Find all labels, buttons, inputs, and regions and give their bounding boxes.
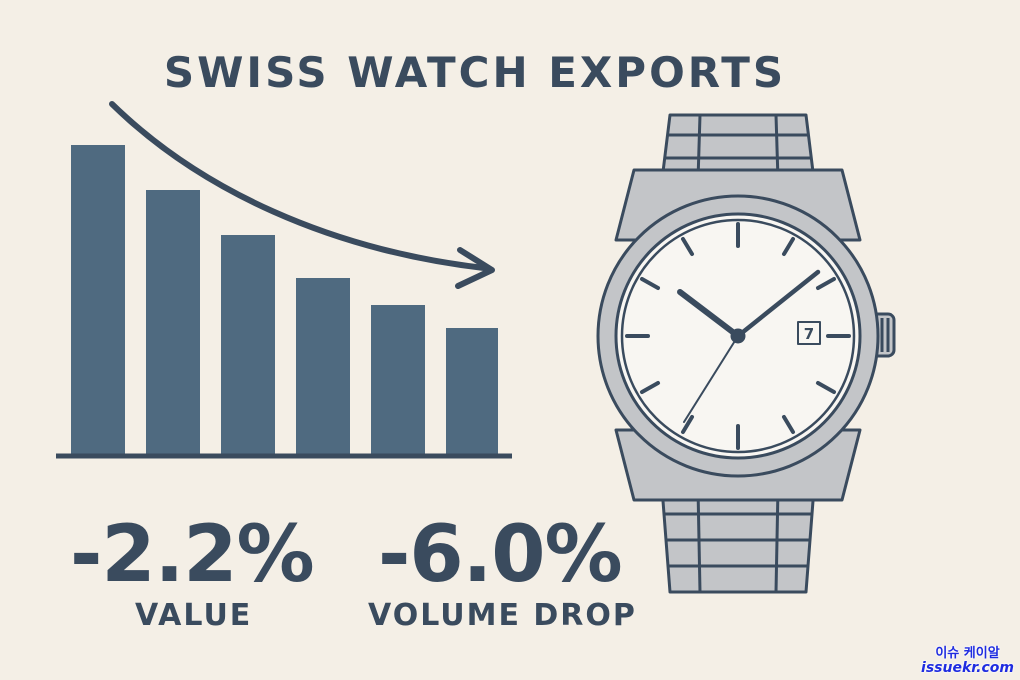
wristwatch-icon: [596, 113, 896, 594]
watermark-text-korean: 이슈 케이알: [935, 646, 1000, 661]
bar-chart-icon: [56, 145, 512, 459]
bar: [296, 278, 350, 455]
downward-trend-arrow-icon: [109, 101, 495, 289]
bar: [71, 145, 125, 455]
bar: [146, 190, 200, 455]
bar: [221, 235, 275, 455]
date-window-value: 7: [804, 325, 814, 343]
bar: [446, 328, 498, 455]
bar: [371, 305, 425, 455]
watermark: 이슈 케이알 issuekr.com: [921, 646, 1014, 676]
volume-label: VOLUME DROP: [368, 598, 637, 633]
page-title: SWISS WATCH EXPORTS: [163, 48, 787, 97]
volume-change: -6.0%: [378, 510, 623, 600]
watermark-url: issuekr.com: [921, 660, 1014, 676]
value-label: VALUE: [135, 598, 253, 633]
value-change: -2.2%: [70, 510, 315, 600]
